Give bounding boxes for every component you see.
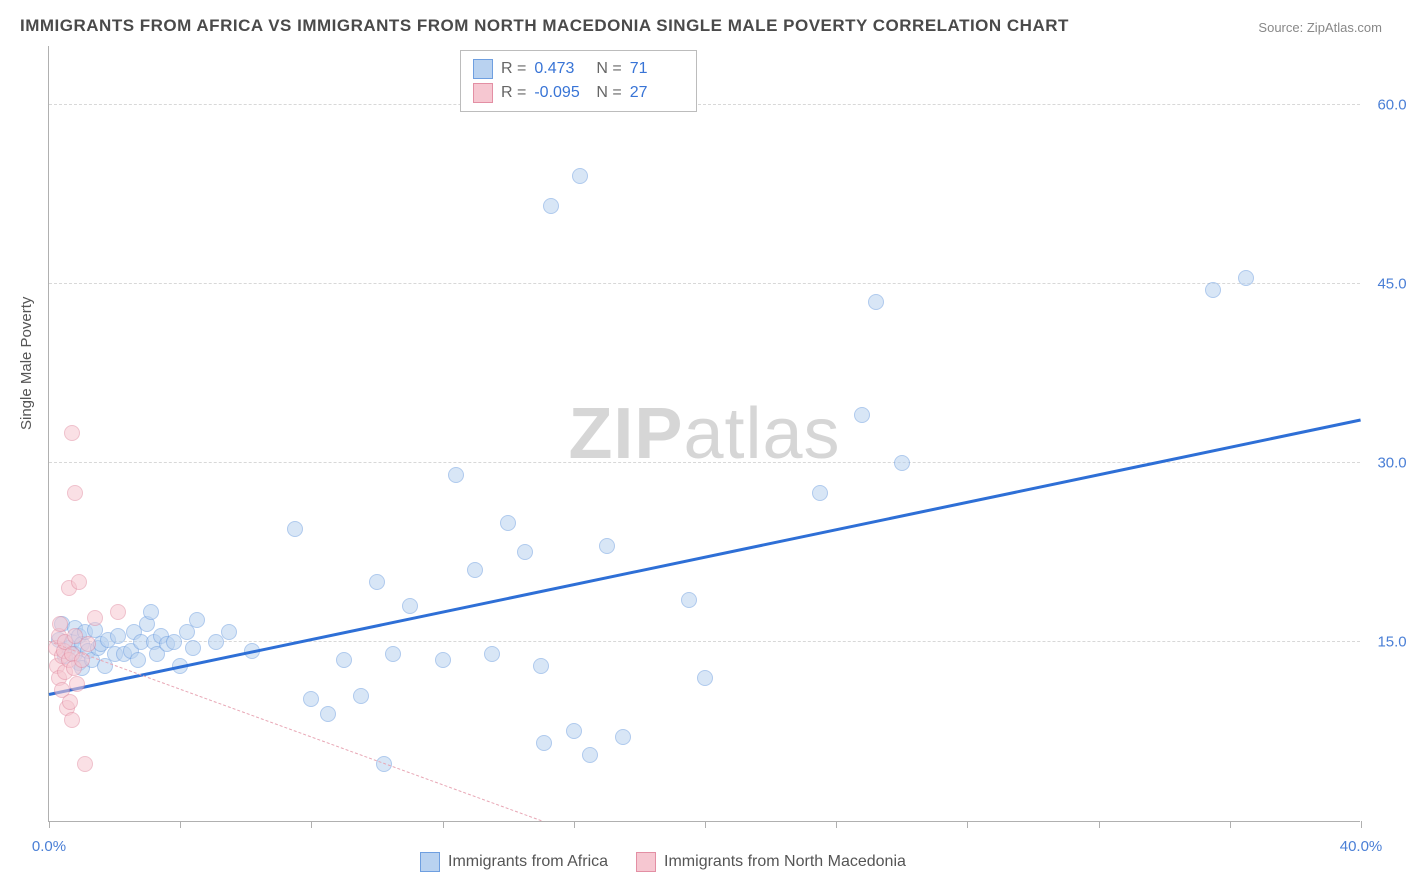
stats-row-nmacedonia: R = -0.095 N = 27 — [473, 81, 684, 105]
x-tick — [1099, 821, 1100, 828]
data-point-africa — [130, 652, 146, 668]
data-point-africa — [303, 691, 319, 707]
data-point-africa — [812, 485, 828, 501]
data-point-nmacedonia — [77, 756, 93, 772]
x-tick — [836, 821, 837, 828]
data-point-africa — [110, 628, 126, 644]
data-point-africa — [536, 735, 552, 751]
x-tick — [49, 821, 50, 828]
source-link[interactable]: ZipAtlas.com — [1307, 20, 1382, 35]
x-tick-label: 40.0% — [1340, 838, 1383, 855]
data-point-africa — [336, 652, 352, 668]
n-value: 27 — [630, 81, 684, 105]
data-point-africa — [582, 747, 598, 763]
legend-label: Immigrants from North Macedonia — [664, 853, 906, 871]
data-point-africa — [221, 624, 237, 640]
y-axis-title: Single Male Poverty — [18, 297, 35, 430]
n-label: N = — [596, 57, 621, 81]
data-point-africa — [500, 515, 516, 531]
legend-item-africa: Immigrants from Africa — [420, 852, 608, 872]
x-tick — [1361, 821, 1362, 828]
r-value: 0.473 — [534, 57, 588, 81]
data-point-africa — [599, 538, 615, 554]
data-point-nmacedonia — [69, 676, 85, 692]
data-point-africa — [533, 658, 549, 674]
trend-line-nmacedonia — [49, 641, 541, 821]
data-point-africa — [681, 592, 697, 608]
data-point-africa — [868, 294, 884, 310]
data-point-africa — [369, 574, 385, 590]
r-label: R = — [501, 57, 526, 81]
data-point-africa — [615, 729, 631, 745]
data-point-africa — [189, 612, 205, 628]
data-point-africa — [185, 640, 201, 656]
x-tick — [967, 821, 968, 828]
x-tick — [443, 821, 444, 828]
data-point-nmacedonia — [110, 604, 126, 620]
legend-swatch-nmacedonia — [636, 852, 656, 872]
stats-row-africa: R = 0.473 N = 71 — [473, 57, 684, 81]
data-point-africa — [517, 544, 533, 560]
gridline-h — [49, 641, 1360, 642]
trend-line-africa — [49, 418, 1362, 696]
gridline-h — [49, 104, 1360, 105]
data-point-nmacedonia — [62, 694, 78, 710]
data-point-nmacedonia — [52, 616, 68, 632]
n-value: 71 — [630, 57, 684, 81]
x-tick-label: 0.0% — [32, 838, 66, 855]
x-tick — [1230, 821, 1231, 828]
data-point-nmacedonia — [80, 636, 96, 652]
data-point-africa — [287, 521, 303, 537]
data-point-africa — [484, 646, 500, 662]
data-point-africa — [143, 604, 159, 620]
data-point-nmacedonia — [67, 485, 83, 501]
stats-legend: R = 0.473 N = 71 R = -0.095 N = 27 — [460, 50, 697, 112]
data-point-africa — [448, 467, 464, 483]
data-point-africa — [435, 652, 451, 668]
plot-area: ZIPatlas 15.0%30.0%45.0%60.0%0.0%40.0% — [48, 46, 1360, 822]
data-point-africa — [854, 407, 870, 423]
legend-label: Immigrants from Africa — [448, 853, 608, 871]
series-legend: Immigrants from Africa Immigrants from No… — [420, 852, 906, 872]
legend-swatch-africa — [420, 852, 440, 872]
source-attribution: Source: ZipAtlas.com — [1258, 20, 1382, 35]
y-tick-label: 60.0% — [1377, 96, 1406, 113]
data-point-africa — [543, 198, 559, 214]
data-point-africa — [894, 455, 910, 471]
data-point-africa — [697, 670, 713, 686]
chart-title: IMMIGRANTS FROM AFRICA VS IMMIGRANTS FRO… — [20, 16, 1069, 36]
data-point-africa — [467, 562, 483, 578]
legend-swatch-africa — [473, 59, 493, 79]
x-tick — [311, 821, 312, 828]
data-point-africa — [402, 598, 418, 614]
data-point-africa — [353, 688, 369, 704]
y-tick-label: 45.0% — [1377, 275, 1406, 292]
n-label: N = — [596, 81, 621, 105]
x-tick — [180, 821, 181, 828]
r-label: R = — [501, 81, 526, 105]
legend-item-nmacedonia: Immigrants from North Macedonia — [636, 852, 906, 872]
y-tick-label: 15.0% — [1377, 633, 1406, 650]
data-point-africa — [572, 168, 588, 184]
y-tick-label: 30.0% — [1377, 454, 1406, 471]
data-point-nmacedonia — [64, 712, 80, 728]
x-tick — [705, 821, 706, 828]
data-point-nmacedonia — [64, 425, 80, 441]
legend-swatch-nmacedonia — [473, 83, 493, 103]
x-tick — [574, 821, 575, 828]
data-point-africa — [566, 723, 582, 739]
source-label: Source: — [1258, 20, 1303, 35]
data-point-nmacedonia — [87, 610, 103, 626]
data-point-africa — [1205, 282, 1221, 298]
data-point-nmacedonia — [71, 574, 87, 590]
r-value: -0.095 — [534, 81, 588, 105]
data-point-africa — [385, 646, 401, 662]
gridline-h — [49, 283, 1360, 284]
data-point-africa — [320, 706, 336, 722]
data-point-africa — [1238, 270, 1254, 286]
